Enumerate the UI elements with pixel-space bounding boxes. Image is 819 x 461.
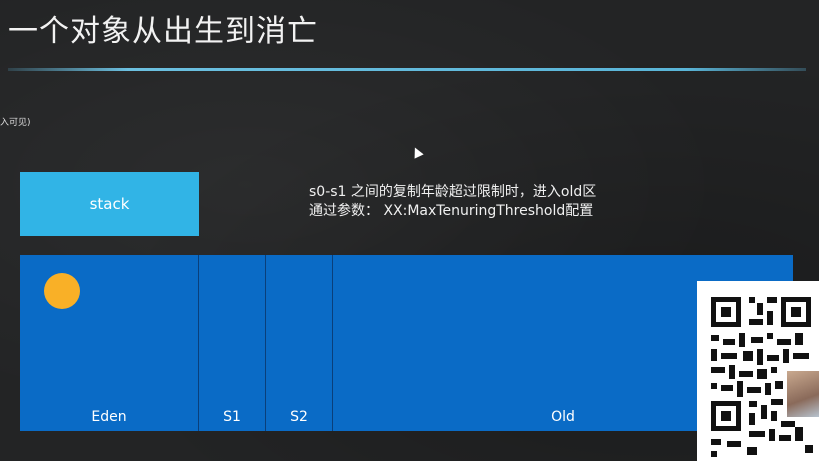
heap-region-label: Old (551, 409, 575, 425)
heap-region-s2: S2 (266, 255, 333, 431)
heap-region-label: Eden (91, 409, 127, 425)
heap-region-eden: Eden (20, 255, 199, 431)
mouse-cursor-icon (410, 145, 424, 159)
heap-area: Eden S1 S2 Old (20, 255, 793, 431)
edge-note: 入可见) (0, 118, 31, 128)
heap-region-old: Old (333, 255, 793, 431)
stack-label: stack (89, 195, 130, 213)
qr-code-icon (697, 281, 819, 461)
heap-region-label: S1 (223, 409, 241, 425)
avatar (787, 371, 819, 417)
title-divider (8, 68, 806, 71)
slide-title: 一个对象从出生到消亡 (8, 14, 318, 49)
heap-region-s1: S1 (199, 255, 266, 431)
stack-block: stack (20, 172, 199, 236)
heap-region-label: S2 (290, 409, 308, 425)
tenuring-note: s0-s1 之间的复制年龄超过限制时，进入old区 通过参数： XX:MaxTe… (309, 183, 596, 221)
tenuring-note-line-2: 通过参数： XX:MaxTenuringThreshold配置 (309, 203, 594, 219)
tenuring-note-line-1: s0-s1 之间的复制年龄超过限制时，进入old区 (309, 184, 597, 200)
object-circle-icon (44, 273, 80, 309)
